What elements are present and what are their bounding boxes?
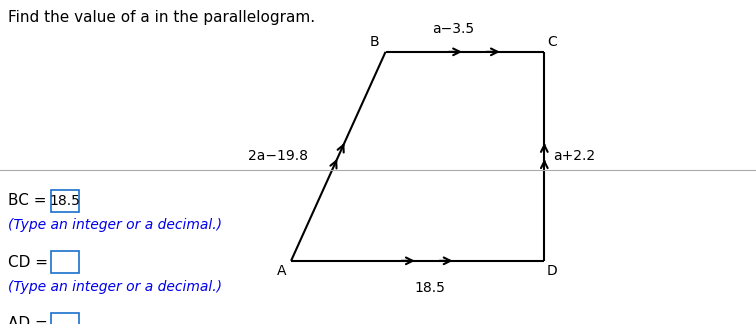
Text: Find the value of a in the parallelogram.: Find the value of a in the parallelogram… [8,10,314,25]
Text: a−3.5: a−3.5 [432,22,475,36]
FancyBboxPatch shape [51,251,79,273]
Text: (Type an integer or a decimal.): (Type an integer or a decimal.) [8,218,222,232]
Text: 18.5: 18.5 [414,281,445,295]
Text: B: B [370,35,379,49]
Text: D: D [547,263,557,278]
Text: BC =: BC = [8,193,46,208]
Text: CD =: CD = [8,255,48,270]
Text: 2a−19.8: 2a−19.8 [249,149,308,163]
Text: C: C [547,35,556,49]
Text: a+2.2: a+2.2 [553,149,596,163]
Text: AD =: AD = [8,317,48,324]
Text: (Type an integer or a decimal.): (Type an integer or a decimal.) [8,280,222,294]
Text: 18.5: 18.5 [50,194,80,208]
FancyBboxPatch shape [51,313,79,324]
Text: A: A [277,263,286,278]
FancyBboxPatch shape [51,190,79,212]
